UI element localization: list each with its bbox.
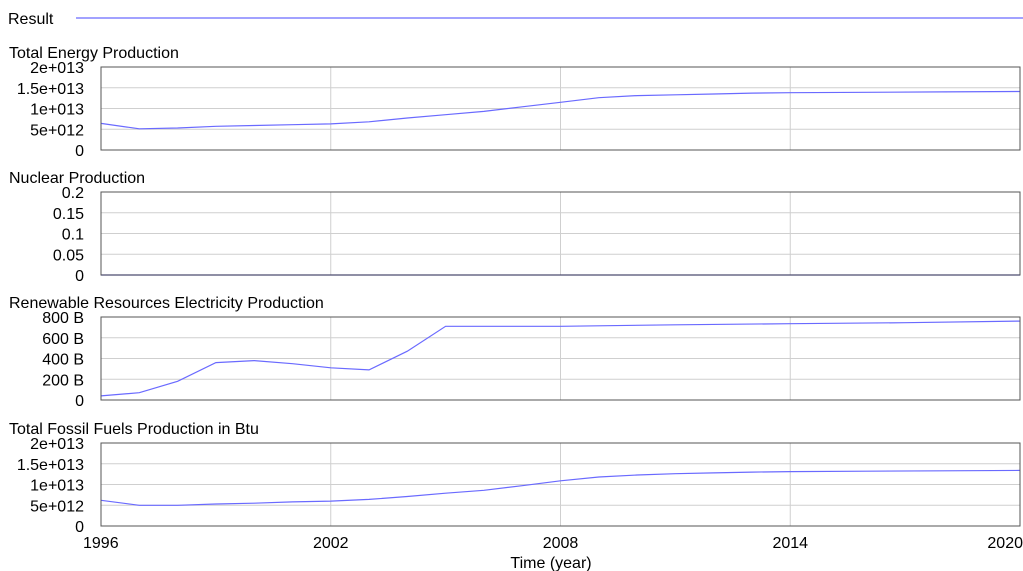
y-tick-label: 0 xyxy=(75,393,84,410)
y-tick-label: 0.05 xyxy=(53,247,84,264)
y-tick-label: 5e+012 xyxy=(30,122,84,139)
panel-title: Renewable Resources Electricity Producti… xyxy=(9,295,324,312)
y-tick-label: 0.1 xyxy=(62,227,84,244)
y-tick-label: 1e+013 xyxy=(30,102,84,119)
series-line xyxy=(100,469,1021,506)
panel-2: Renewable Resources Electricity Producti… xyxy=(9,295,1021,410)
panel-title: Total Fossil Fuels Production in Btu xyxy=(9,421,259,438)
y-tick-label: 0 xyxy=(75,519,84,536)
legend: Result xyxy=(8,11,1023,28)
x-axis-label: Time (year) xyxy=(510,555,591,571)
plot-border xyxy=(100,66,1021,151)
y-tick-label: 0 xyxy=(75,268,84,285)
plot-border xyxy=(100,442,1021,527)
y-tick-label: 0.2 xyxy=(62,185,84,202)
legend-label: Result xyxy=(8,11,54,28)
chart-panels: Total Energy Production2e+0131.5e+0131e+… xyxy=(9,45,1021,536)
y-tick-label: 1e+013 xyxy=(30,478,84,495)
y-tick-label: 400 B xyxy=(42,352,84,369)
x-tick-label: 1996 xyxy=(83,535,119,552)
y-tick-label: 800 B xyxy=(42,310,84,327)
y-tick-label: 2e+013 xyxy=(30,436,84,453)
x-tick-label: 2020 xyxy=(987,535,1023,552)
x-tick-label: 2014 xyxy=(772,535,808,552)
y-tick-label: 2e+013 xyxy=(30,60,84,77)
x-tick-label: 2008 xyxy=(543,535,579,552)
series-line xyxy=(100,90,1021,130)
plot-border xyxy=(100,316,1021,401)
plot-border xyxy=(100,191,1021,276)
panel-title: Total Energy Production xyxy=(9,45,179,62)
x-tick-label: 2002 xyxy=(313,535,349,552)
y-tick-label: 0.15 xyxy=(53,206,84,223)
y-tick-label: 0 xyxy=(75,143,84,160)
y-tick-label: 200 B xyxy=(42,372,84,389)
panel-title: Nuclear Production xyxy=(9,170,145,187)
panel-3: Total Fossil Fuels Production in Btu2e+0… xyxy=(9,421,1021,536)
y-tick-label: 1.5e+013 xyxy=(17,81,84,98)
x-axis: 1996 2002 2008 2014 2020 xyxy=(83,535,1023,552)
y-tick-label: 5e+012 xyxy=(30,498,84,515)
y-tick-label: 600 B xyxy=(42,331,84,348)
series-line xyxy=(100,320,1021,397)
y-tick-label: 1.5e+013 xyxy=(17,457,84,474)
